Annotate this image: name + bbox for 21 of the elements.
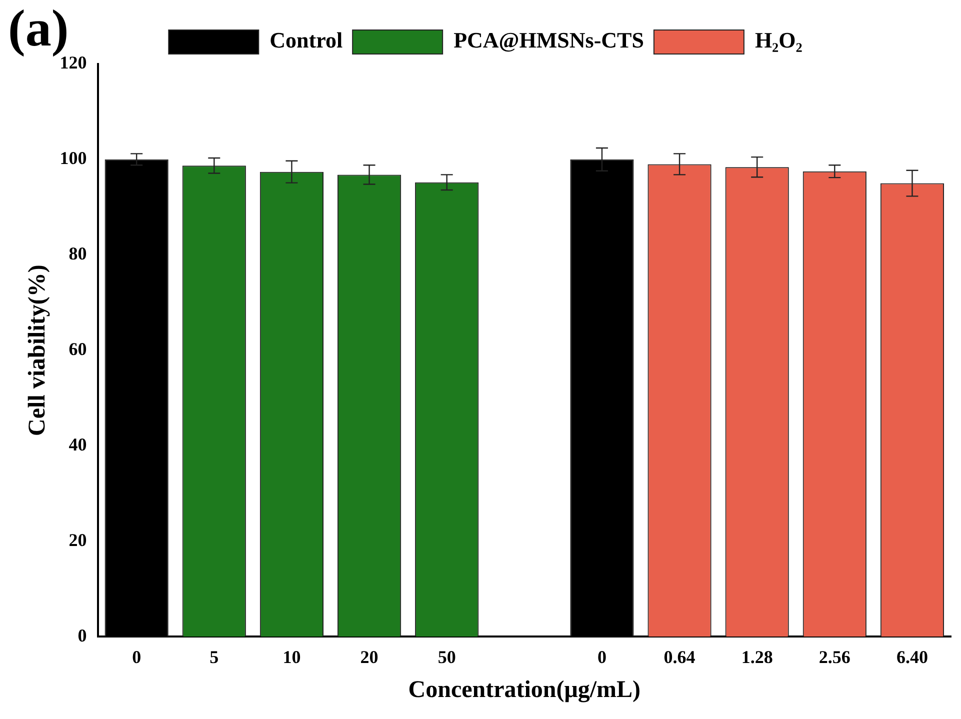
legend-label: Control [270,28,343,53]
y-tick-label: 20 [68,530,87,550]
x-tick-label: 5 [210,647,219,668]
y-tick-label: 60 [68,338,87,359]
x-tick-label: 10 [282,647,301,668]
legend-label: PCA@HMSNs-CTS [454,28,644,53]
x-tick-label: 0 [132,647,142,668]
x-tick-label: 2.56 [818,647,850,668]
legend-label: H₂O₂ [754,28,803,53]
x-tick-label: 1.28 [741,647,773,668]
x-tick-label: 50 [438,647,456,668]
y-tick-label: 0 [78,625,87,646]
y-axis-title: Cell viability(%) [24,264,51,436]
y-tick-label: 40 [68,434,87,454]
x-tick-label: 20 [360,647,378,668]
y-tick-label: 100 [60,148,87,168]
x-tick-label: 0.64 [664,647,696,668]
y-tick-label: 80 [68,244,87,264]
x-tick-label: 0 [597,647,606,668]
x-tick-label: 6.40 [896,647,928,668]
x-axis-title: Concentration(μg/mL) [408,676,641,703]
